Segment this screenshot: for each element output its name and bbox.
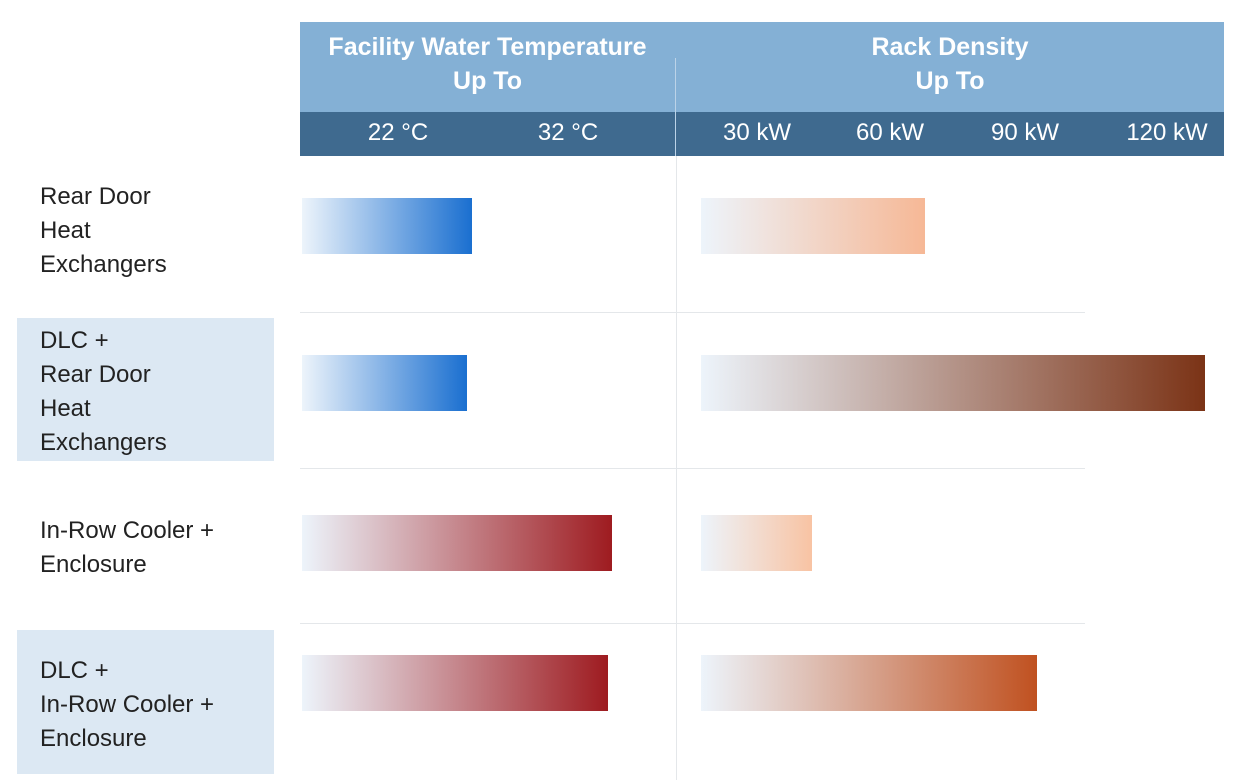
row-label: Rear Door Heat Exchangers — [40, 183, 167, 278]
row-shade — [17, 318, 274, 461]
row-separator — [300, 623, 1085, 624]
rack-density-bar — [701, 198, 925, 254]
rack-density-bar — [701, 355, 1205, 411]
water-temperature-bar — [302, 515, 612, 571]
row-separator — [300, 468, 1085, 469]
header-band — [300, 22, 1224, 112]
row-label: DLC + Rear Door Heat Exchangers — [40, 327, 167, 456]
row-shade — [17, 630, 274, 774]
tick-label: 90 kW — [990, 119, 1060, 146]
mark-edge — [880, 730, 1240, 770]
tick-label: 60 kW — [855, 119, 925, 146]
tick-band — [300, 112, 1224, 156]
water-temperature-bar — [302, 355, 467, 411]
rack-density-bar — [701, 515, 812, 571]
tick-label: 30 kW — [722, 119, 792, 146]
row-separator — [300, 312, 1085, 313]
tick-label: 22 °C — [367, 119, 429, 146]
water-temperature-bar — [302, 655, 608, 711]
row-label: DLC + In-Row Cooler + Enclosure — [40, 657, 215, 752]
row-label: In-Row Cooler + Enclosure — [40, 517, 215, 578]
rack-density-bar — [701, 655, 1037, 711]
tick-label: 120 kW — [1126, 119, 1208, 146]
water-temperature-bar — [302, 198, 472, 254]
tick-label: 32 °C — [537, 119, 599, 146]
rack-density-title: Rack Density Up To — [871, 33, 1029, 95]
header-divider — [675, 58, 676, 156]
water-temperature-title: Facility Water Temperature Up To — [328, 33, 647, 95]
